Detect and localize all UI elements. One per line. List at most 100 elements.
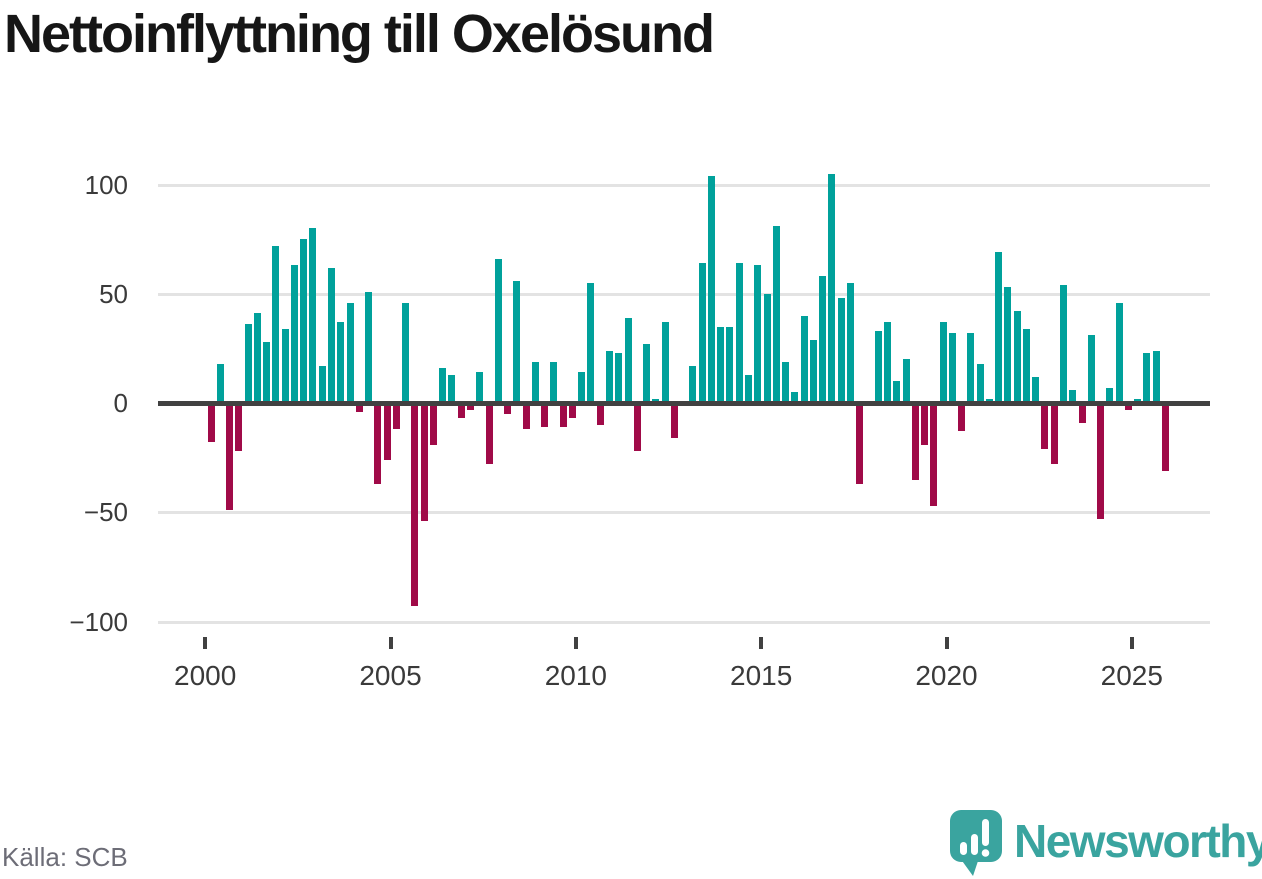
bar-2003Q2: [328, 267, 335, 403]
bar-2013Q4: [717, 326, 725, 403]
bar-2002Q3: [300, 239, 308, 403]
bar-2008Q3: [522, 403, 530, 430]
bar-2000Q2: [216, 363, 224, 403]
bar-2017Q2: [846, 282, 854, 403]
bar-2004Q2: [365, 291, 372, 403]
bar-2019Q4: [939, 322, 947, 403]
bar-2001Q2: [253, 313, 261, 403]
bar-2005Q2: [402, 302, 410, 403]
y-axis-label: −50: [83, 497, 128, 528]
bar-2007Q2: [476, 372, 484, 403]
bar-2013Q2: [698, 263, 706, 403]
bar-2001Q3: [263, 341, 271, 403]
bar-2014Q4: [754, 265, 762, 403]
bar-2019Q2: [921, 403, 928, 445]
bar-2014Q1: [726, 326, 734, 403]
bar-2023Q3: [1078, 403, 1086, 423]
bar-2016Q4: [828, 173, 836, 403]
bar-2018Q3: [893, 381, 901, 403]
bar-2007Q3: [485, 403, 493, 465]
y-axis-label: 100: [84, 169, 128, 200]
bar-2021Q3: [1004, 287, 1012, 403]
bar-2008Q4: [531, 361, 539, 403]
bar-2019Q3: [930, 403, 938, 506]
bar-2011Q2: [624, 317, 632, 403]
bar-2022Q4: [1050, 403, 1058, 465]
bar-2021Q4: [1013, 311, 1021, 403]
bar-2016Q3: [819, 276, 827, 403]
bar-2024Q1: [1097, 403, 1104, 519]
bar-2023Q2: [1069, 389, 1077, 403]
bar-2001Q4: [272, 245, 280, 403]
bar-2020Q2: [958, 403, 965, 432]
gridline--50: [158, 511, 1210, 515]
bar-2009Q3: [559, 403, 567, 427]
page-title: Nettoinflyttning till Oxelösund: [4, 4, 715, 64]
bar-2009Q4: [568, 403, 576, 419]
bar-2025Q3: [1152, 350, 1160, 403]
bar-2007Q4: [494, 258, 502, 403]
x-tick-2005: [388, 637, 393, 649]
newsworthy-logo: Newsworthy: [946, 808, 1262, 878]
bar-2004Q1: [355, 403, 363, 412]
bar-2004Q4: [383, 403, 391, 460]
bar-2014Q2: [735, 263, 743, 403]
bar-2016Q1: [800, 315, 808, 403]
bar-2022Q3: [1041, 403, 1049, 449]
bar-2020Q3: [967, 333, 975, 403]
bar-2018Q1: [874, 330, 882, 403]
speech-bubble-bar-chart-icon: [950, 810, 1002, 876]
bar-2011Q3: [633, 403, 641, 452]
bar-2003Q3: [337, 322, 345, 403]
bar-2013Q3: [707, 175, 715, 403]
bar-2024Q3: [1115, 302, 1123, 403]
bar-2009Q1: [541, 403, 549, 427]
bar-2000Q1: [207, 403, 215, 443]
bar-2021Q2: [995, 252, 1003, 403]
x-tick-2010: [573, 637, 578, 649]
bar-2012Q3: [670, 403, 678, 438]
bar-2005Q1: [392, 403, 400, 430]
bar-2022Q2: [1032, 376, 1040, 403]
y-axis-label: −100: [69, 606, 128, 637]
bar-2018Q4: [902, 359, 910, 403]
bar-2009Q2: [550, 361, 558, 403]
x-axis-label: 2010: [544, 660, 607, 691]
bar-2010Q3: [596, 403, 604, 425]
bar-2011Q4: [643, 344, 650, 403]
x-tick-2015: [759, 637, 764, 649]
bar-2005Q4: [420, 403, 428, 521]
bar-2010Q2: [587, 282, 595, 403]
bar-2015Q4: [791, 392, 799, 403]
bar-2020Q1: [948, 333, 956, 403]
bar-2025Q2: [1143, 352, 1151, 403]
x-tick-2025: [1129, 637, 1134, 649]
bar-2006Q2: [439, 368, 447, 403]
bar-2012Q2: [661, 322, 669, 403]
bar-2024Q2: [1106, 387, 1114, 403]
bar-2025Q4: [1161, 403, 1169, 471]
bar-2006Q1: [429, 403, 437, 445]
gridline-100: [158, 183, 1210, 187]
newsworthy-wordmark: Newsworthy: [1014, 815, 1262, 867]
bar-2014Q3: [744, 374, 752, 403]
bar-2018Q2: [883, 322, 891, 403]
bar-2013Q1: [689, 365, 697, 403]
bar-2003Q4: [346, 302, 354, 403]
x-axis-label: 2005: [359, 660, 422, 691]
bar-2023Q4: [1087, 335, 1095, 403]
x-axis-label: 2000: [174, 660, 237, 691]
bar-2016Q2: [809, 339, 817, 403]
bar-2010Q4: [605, 350, 613, 403]
bar-2002Q2: [290, 265, 298, 403]
bar-2005Q3: [411, 403, 419, 607]
bar-2022Q1: [1022, 328, 1030, 403]
source-note: Källa: SCB: [2, 842, 128, 872]
x-axis-label: 2015: [730, 660, 793, 691]
gridline-50: [158, 292, 1210, 296]
bar-2000Q4: [235, 403, 243, 452]
bar-2006Q3: [448, 374, 456, 403]
bar-2001Q1: [244, 324, 252, 403]
